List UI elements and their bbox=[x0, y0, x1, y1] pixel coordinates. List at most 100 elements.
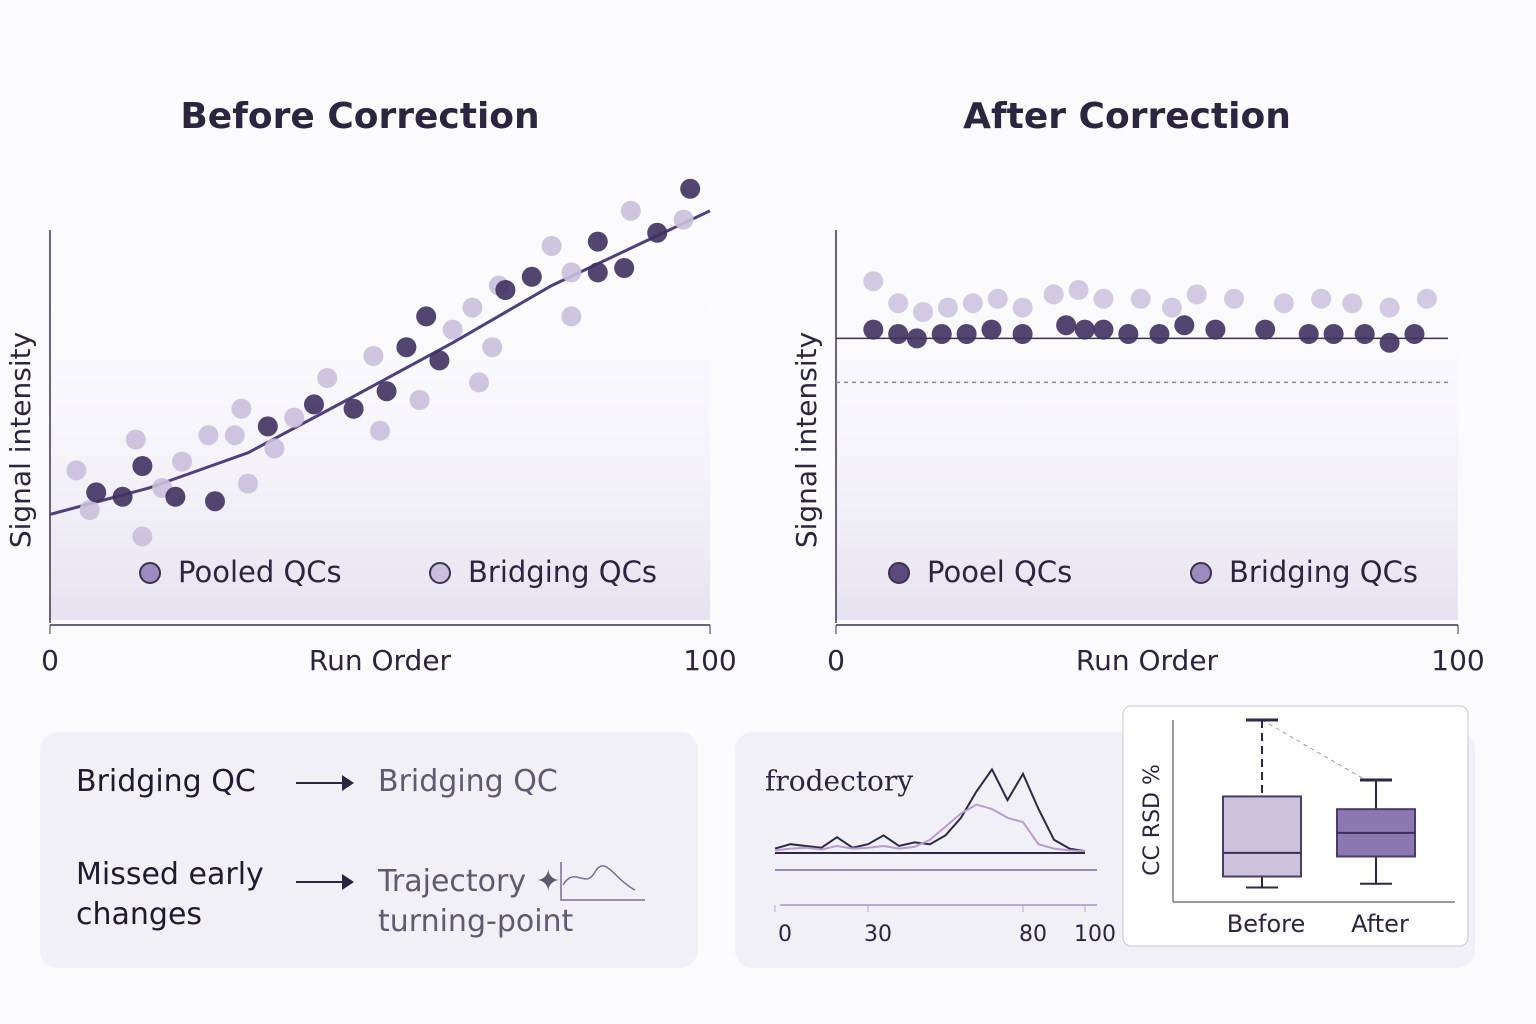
point bbox=[462, 297, 483, 318]
point bbox=[1149, 324, 1170, 344]
chart-title: Before Correction bbox=[180, 96, 539, 137]
point bbox=[1186, 284, 1207, 305]
trend-line bbox=[49, 209, 711, 516]
point bbox=[561, 262, 582, 283]
point bbox=[205, 491, 225, 512]
point bbox=[376, 381, 397, 402]
x-tick-label: 100 bbox=[683, 644, 736, 677]
point bbox=[1012, 324, 1033, 344]
point bbox=[198, 425, 219, 446]
point bbox=[1130, 288, 1151, 309]
point bbox=[614, 258, 635, 278]
point bbox=[1416, 288, 1437, 309]
point bbox=[112, 486, 133, 507]
point bbox=[264, 438, 285, 459]
plot-background bbox=[836, 220, 1458, 620]
x-tick-label: 80 bbox=[1019, 922, 1047, 947]
trajectory-line bbox=[774, 803, 1086, 853]
row-right: Bridging QC bbox=[378, 764, 558, 799]
point bbox=[541, 236, 562, 256]
point bbox=[284, 407, 305, 428]
x-tick-label: 100 bbox=[1074, 922, 1116, 947]
point bbox=[647, 222, 668, 243]
point bbox=[888, 293, 909, 314]
box bbox=[1222, 795, 1302, 878]
point bbox=[231, 398, 252, 419]
point bbox=[1074, 319, 1095, 340]
legend-marker bbox=[429, 562, 451, 584]
point bbox=[673, 209, 694, 230]
point bbox=[469, 372, 489, 393]
point bbox=[66, 460, 87, 481]
legend-label: Pooel QCs bbox=[927, 555, 1072, 589]
point bbox=[931, 324, 952, 344]
legend-label: Pooled QCs bbox=[178, 555, 342, 589]
sparkline-icon bbox=[560, 862, 645, 901]
point bbox=[1404, 324, 1425, 344]
point bbox=[587, 231, 608, 252]
point bbox=[937, 297, 958, 318]
point bbox=[863, 271, 884, 292]
plot-background bbox=[50, 220, 710, 620]
point bbox=[561, 306, 582, 327]
row-left: Bridging QC bbox=[76, 764, 256, 799]
point bbox=[304, 394, 324, 415]
point bbox=[1174, 315, 1195, 336]
point bbox=[317, 368, 338, 388]
point bbox=[125, 429, 146, 450]
point bbox=[396, 337, 417, 358]
point bbox=[132, 456, 153, 476]
point bbox=[906, 328, 927, 349]
x-tick-label: 0 bbox=[778, 922, 792, 947]
point bbox=[1273, 293, 1294, 314]
point bbox=[416, 306, 437, 327]
x-axis-label: Run Order bbox=[309, 644, 452, 677]
point bbox=[680, 178, 701, 199]
trajectory-line bbox=[774, 767, 1086, 853]
point bbox=[257, 416, 278, 437]
point bbox=[409, 390, 430, 410]
arrow bbox=[296, 874, 354, 890]
point bbox=[1068, 280, 1089, 300]
point bbox=[1012, 297, 1033, 318]
point bbox=[165, 486, 186, 507]
point bbox=[1255, 319, 1276, 340]
row-left: Missed early changes bbox=[76, 857, 264, 932]
point bbox=[1093, 288, 1114, 309]
legend-marker bbox=[888, 562, 910, 584]
point bbox=[521, 266, 542, 287]
point bbox=[482, 337, 503, 358]
legend-label: Bridging QCs bbox=[468, 555, 657, 589]
point bbox=[913, 302, 934, 322]
point bbox=[132, 526, 153, 547]
point bbox=[962, 293, 983, 314]
row-right: Trajectory ✦ turning-point bbox=[378, 864, 574, 939]
point bbox=[1161, 297, 1182, 318]
point bbox=[1379, 297, 1400, 318]
point bbox=[620, 200, 641, 221]
y-axis-label: Signal intensity bbox=[4, 332, 37, 548]
point bbox=[1093, 319, 1114, 340]
point bbox=[429, 350, 450, 371]
x-tick-label: 100 bbox=[1431, 644, 1484, 677]
point bbox=[1379, 332, 1400, 353]
point bbox=[363, 346, 384, 366]
point bbox=[1342, 293, 1363, 314]
point bbox=[1043, 284, 1064, 305]
point bbox=[987, 288, 1008, 309]
x-tick-label: After bbox=[1351, 910, 1409, 938]
point bbox=[1311, 288, 1332, 309]
arrow bbox=[296, 775, 354, 791]
point bbox=[956, 324, 977, 344]
point bbox=[863, 319, 884, 340]
point bbox=[238, 473, 258, 494]
point bbox=[1323, 324, 1344, 344]
x-tick-label: 0 bbox=[41, 644, 59, 677]
chart-title: After Correction bbox=[963, 96, 1291, 137]
point bbox=[1056, 315, 1077, 336]
point bbox=[1354, 324, 1375, 344]
point bbox=[1205, 319, 1226, 340]
point bbox=[888, 324, 909, 344]
